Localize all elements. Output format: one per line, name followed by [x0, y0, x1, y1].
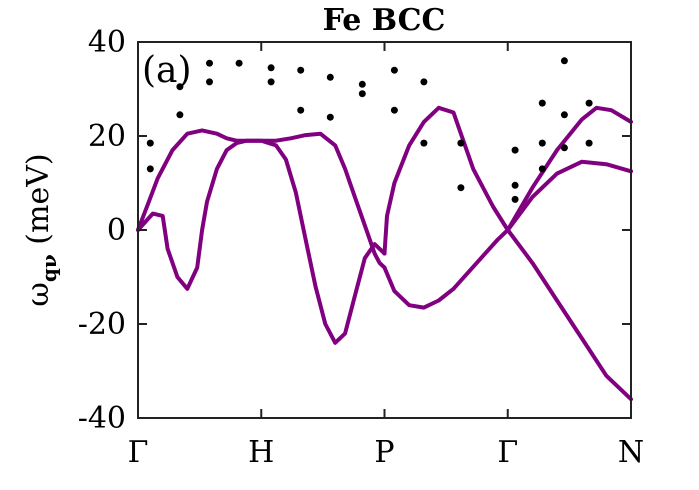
data-point-25 [538, 99, 546, 107]
data-point-28 [560, 57, 568, 65]
x-tick-label-1: Γ [128, 435, 149, 470]
data-point-5 [206, 59, 213, 67]
y-tick-label-1: -40 [78, 401, 126, 436]
y-tick-label-2: -20 [78, 307, 126, 342]
series-line-3 [382, 105, 510, 256]
data-point-13 [326, 113, 334, 121]
y-axis-label-unit: (meV) [21, 153, 56, 254]
x-tick-label-3: P [374, 435, 394, 470]
data-point-17 [390, 106, 398, 114]
data-point-24 [511, 195, 519, 203]
y-axis-label: ωqν (meV) [21, 153, 61, 306]
series-line-1 [136, 128, 387, 270]
data-point-32 [585, 139, 593, 147]
data-point-9 [267, 78, 275, 86]
data-point-2 [146, 139, 154, 147]
data-point-27 [538, 165, 546, 173]
y-tick-label-3: 0 [107, 213, 126, 248]
panel-label: (a) [142, 50, 192, 91]
data-point-21 [457, 184, 465, 192]
data-point-30 [560, 144, 568, 152]
data-point-6 [206, 78, 213, 86]
data-point-7 [235, 59, 243, 67]
data-point-10 [297, 66, 305, 74]
data-point-22 [511, 146, 519, 154]
series-line-4 [382, 228, 510, 310]
y-tick-label-5: 40 [88, 25, 126, 60]
data-point-29 [560, 111, 568, 119]
data-point-4 [176, 83, 184, 91]
data-point-26 [538, 139, 546, 147]
data-point-19 [420, 139, 428, 147]
data-point-20 [457, 139, 465, 147]
data-point-31 [585, 99, 593, 107]
data-point-1 [146, 165, 154, 173]
data-point-23 [511, 181, 519, 189]
series-line-6 [505, 105, 633, 232]
data-point-16 [390, 66, 398, 74]
data-point-15 [358, 90, 366, 98]
chart-title: Fe BCC [323, 3, 446, 38]
data-point-3 [176, 111, 184, 119]
series-line-2 [136, 138, 387, 345]
y-tick-label-4: 20 [88, 119, 126, 154]
y-axis-label-symbol: ω [21, 282, 56, 306]
x-tick-label-5: N [618, 435, 644, 470]
data-point-8 [267, 64, 275, 72]
data-point-18 [420, 78, 428, 86]
series-line-5 [505, 228, 633, 402]
points-layer [146, 57, 593, 203]
series-line-7 [505, 159, 633, 232]
x-tick-label-2: H [248, 435, 274, 470]
series-layer [136, 105, 633, 402]
x-tick-label-4: Γ [497, 435, 518, 470]
data-point-11 [297, 106, 305, 114]
y-axis-label-subscript: qν [37, 254, 61, 282]
data-point-14 [358, 80, 366, 88]
ticks-layer: -40 -20 0 20 40 Γ H P Γ N [78, 25, 644, 470]
data-point-12 [326, 73, 334, 81]
